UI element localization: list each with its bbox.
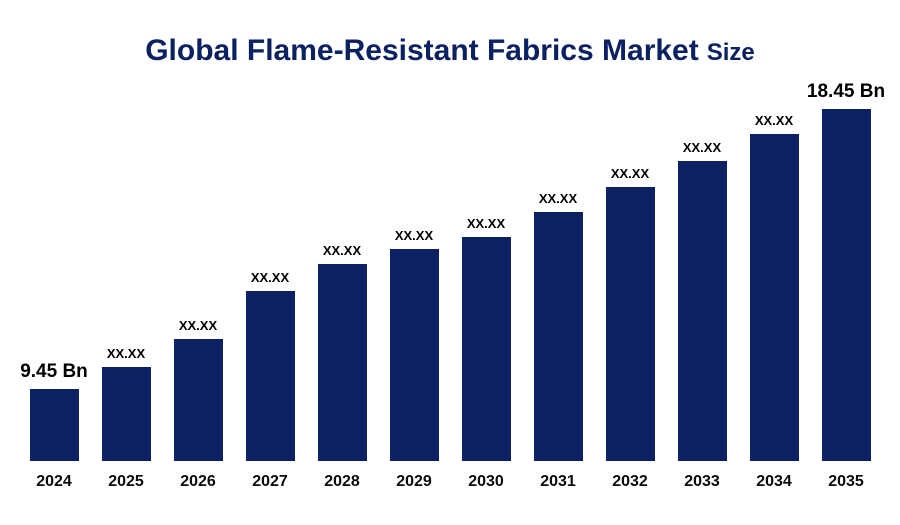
bar (101, 367, 151, 461)
x-axis-tick-label: 2027 (252, 473, 288, 490)
bar (389, 249, 439, 461)
chart-title-main: Global Flame-Resistant Fabrics Market (145, 34, 699, 67)
bar-group-2025: XX.XX 2025 (101, 346, 151, 495)
bar-group-2034: XX.XX 2034 (749, 113, 799, 495)
bar (173, 339, 223, 461)
x-axis-tick-label: 2028 (324, 473, 360, 490)
bar (317, 264, 367, 461)
bar (749, 134, 799, 461)
bar-group-2026: XX.XX 2026 (173, 318, 223, 495)
bar-value-label: XX.XX (610, 166, 650, 181)
x-axis-tick-label: 2034 (756, 473, 792, 490)
bar-value-label: XX.XX (754, 113, 794, 128)
x-axis-tick-label: 2030 (468, 473, 504, 490)
x-axis-tick-label: 2032 (612, 473, 648, 490)
bar (533, 212, 583, 461)
bar-value-label: XX.XX (538, 191, 578, 206)
bar (245, 291, 295, 461)
bar-group-2035: 18.45 Bn 2035 (807, 81, 885, 495)
bar (29, 389, 79, 461)
bar-group-2031: XX.XX 2031 (533, 191, 583, 495)
bar-value-label: XX.XX (682, 140, 722, 155)
x-axis-tick-label: 2035 (828, 473, 864, 490)
bar-value-label: XX.XX (250, 270, 290, 285)
bar-value-label: XX.XX (322, 243, 362, 258)
bar (605, 187, 655, 461)
x-axis-tick-label: 2031 (540, 473, 576, 490)
bar (677, 161, 727, 461)
bar-value-label: XX.XX (466, 216, 506, 231)
x-axis-tick-label: 2026 (180, 473, 216, 490)
bar-group-2030: XX.XX 2030 (461, 216, 511, 495)
x-axis-tick-label: 2024 (36, 473, 72, 490)
bar-group-2029: XX.XX 2029 (389, 228, 439, 495)
x-axis-tick-label: 2025 (108, 473, 144, 490)
x-axis-tick-label: 2033 (684, 473, 720, 490)
bar (821, 109, 871, 461)
bar-group-2033: XX.XX 2033 (677, 140, 727, 495)
bar-value-label: XX.XX (178, 318, 218, 333)
bar-value-label: 18.45 Bn (806, 81, 886, 102)
bar-group-2028: XX.XX 2028 (317, 243, 367, 495)
bar-group-2027: XX.XX 2027 (245, 270, 295, 495)
bar (461, 237, 511, 461)
bar-value-label: XX.XX (106, 346, 146, 361)
bar-group-2024: 9.45 Bn 2024 (20, 361, 88, 495)
bar-value-label: XX.XX (394, 228, 434, 243)
bar-chart-plot: 9.45 Bn 2024 XX.XX 2025 XX.XX 2026 XX.XX 2027 XX… (0, 77, 900, 495)
bar-group-2032: XX.XX 2032 (605, 166, 655, 495)
x-axis-tick-label: 2029 (396, 473, 432, 490)
bar-value-label: 9.45 Bn (20, 361, 88, 382)
chart-title-suffix: Size (706, 39, 755, 66)
chart-title: Global Flame-Resistant Fabrics Market Siz… (0, 0, 900, 67)
